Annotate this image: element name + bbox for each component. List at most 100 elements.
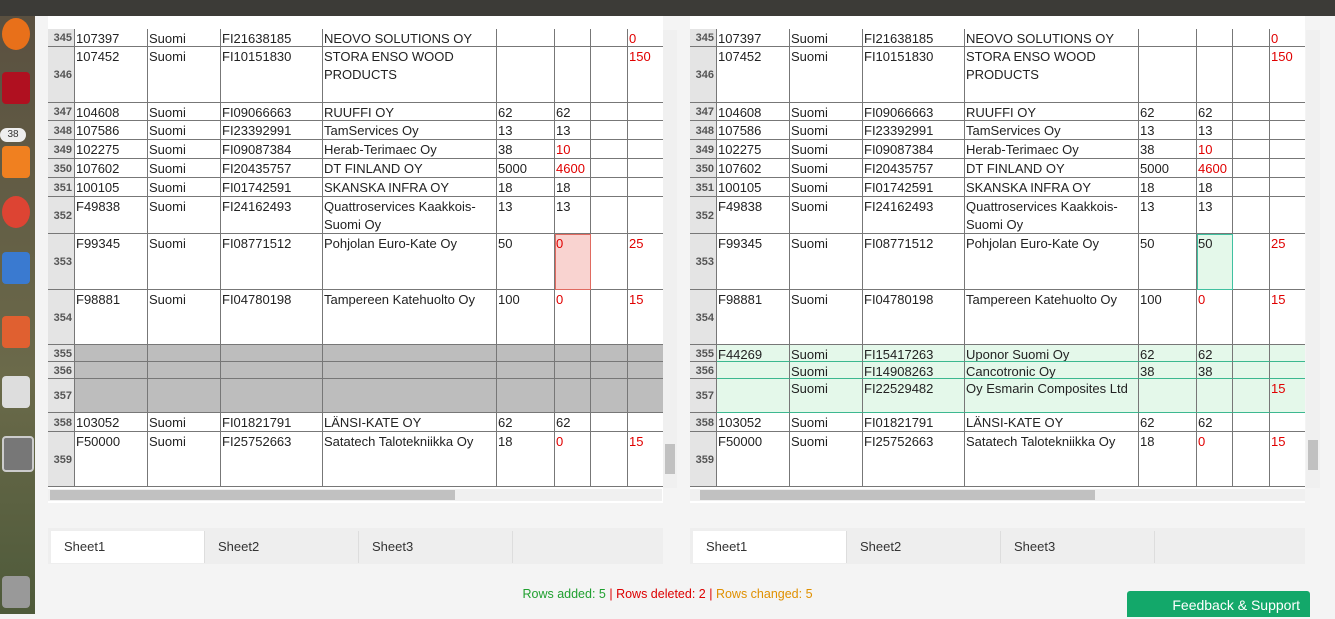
cell[interactable]: 10 xyxy=(555,140,591,159)
cell[interactable] xyxy=(1270,345,1305,362)
app-icon[interactable] xyxy=(2,316,30,348)
cell[interactable]: DT FINLAND OY xyxy=(965,159,1139,178)
cell[interactable]: TamServices Oy xyxy=(965,121,1139,140)
cell[interactable]: 18 xyxy=(497,178,555,197)
cell[interactable]: Satatech Talotekniikka Oy xyxy=(965,432,1139,487)
cell[interactable] xyxy=(148,379,221,413)
cell[interactable]: FI20435757 xyxy=(221,159,323,178)
cell[interactable] xyxy=(1197,47,1233,103)
cell[interactable] xyxy=(591,140,628,159)
cell[interactable]: FI25752663 xyxy=(221,432,323,487)
cell[interactable]: 62 xyxy=(1197,103,1233,121)
cell[interactable]: LÄNSI-KATE OY xyxy=(965,413,1139,432)
cell[interactable] xyxy=(591,345,628,362)
cell[interactable] xyxy=(323,345,497,362)
cell[interactable]: FI21638185 xyxy=(863,29,965,47)
cell[interactable] xyxy=(717,362,790,379)
cell[interactable] xyxy=(1270,178,1305,197)
cell[interactable]: 13 xyxy=(497,121,555,140)
cell[interactable]: 18 xyxy=(1139,178,1197,197)
cell[interactable] xyxy=(75,345,148,362)
cell[interactable]: Suomi xyxy=(148,178,221,197)
cell[interactable] xyxy=(591,47,628,103)
cell[interactable]: Suomi xyxy=(148,197,221,234)
cell[interactable]: 15 xyxy=(1270,379,1305,413)
cell[interactable]: Suomi xyxy=(790,234,863,290)
cell[interactable]: 102275 xyxy=(717,140,790,159)
cell[interactable]: Suomi xyxy=(790,159,863,178)
cell[interactable]: 107397 xyxy=(717,29,790,47)
cell[interactable] xyxy=(628,362,663,379)
cell[interactable]: 62 xyxy=(555,103,591,121)
editor-icon[interactable] xyxy=(2,376,30,408)
cell[interactable]: Tampereen Katehuolto Oy xyxy=(323,290,497,345)
cell[interactable]: F98881 xyxy=(717,290,790,345)
cell[interactable]: 103052 xyxy=(717,413,790,432)
cell[interactable]: FI21638185 xyxy=(221,29,323,47)
cell[interactable] xyxy=(1270,362,1305,379)
cell[interactable] xyxy=(591,178,628,197)
cell[interactable] xyxy=(1233,140,1270,159)
cell[interactable] xyxy=(591,103,628,121)
cell[interactable]: Suomi xyxy=(790,413,863,432)
cell[interactable]: FI23392991 xyxy=(221,121,323,140)
cell[interactable] xyxy=(628,413,663,432)
cell[interactable]: Suomi xyxy=(148,121,221,140)
cell[interactable]: 38 xyxy=(497,140,555,159)
cell[interactable]: F50000 xyxy=(75,432,148,487)
cell[interactable]: 107452 xyxy=(717,47,790,103)
cell[interactable]: Suomi xyxy=(790,197,863,234)
cell[interactable]: Suomi xyxy=(790,47,863,103)
cell[interactable]: FI24162493 xyxy=(221,197,323,234)
cell[interactable]: 100105 xyxy=(75,178,148,197)
cell[interactable]: F99345 xyxy=(717,234,790,290)
sheet-tab[interactable]: Sheet1 xyxy=(693,531,847,563)
cell[interactable]: 38 xyxy=(1139,140,1197,159)
cell[interactable]: 100 xyxy=(497,290,555,345)
cell[interactable]: 13 xyxy=(1139,121,1197,140)
cell[interactable] xyxy=(628,197,663,234)
cell[interactable]: 13 xyxy=(1197,197,1233,234)
cell[interactable]: Suomi xyxy=(790,345,863,362)
cell[interactable] xyxy=(221,362,323,379)
cell[interactable]: 38 xyxy=(1197,362,1233,379)
sheet-tab[interactable]: Sheet2 xyxy=(205,531,359,563)
cell[interactable] xyxy=(1270,140,1305,159)
cell[interactable] xyxy=(555,362,591,379)
cell[interactable]: NEOVO SOLUTIONS OY xyxy=(323,29,497,47)
cell[interactable]: 38 xyxy=(1139,362,1197,379)
cell[interactable] xyxy=(323,379,497,413)
cell[interactable] xyxy=(628,178,663,197)
cell[interactable]: STORA ENSO WOOD PRODUCTS xyxy=(965,47,1139,103)
cell[interactable]: 62 xyxy=(555,413,591,432)
cell[interactable] xyxy=(1197,379,1233,413)
cell[interactable]: RUUFFI OY xyxy=(965,103,1139,121)
cell[interactable]: FI01742591 xyxy=(863,178,965,197)
cell[interactable]: 13 xyxy=(1197,121,1233,140)
cell[interactable] xyxy=(555,29,591,47)
cell[interactable]: Suomi xyxy=(790,178,863,197)
sheet-tab[interactable]: Sheet3 xyxy=(359,531,513,563)
cell[interactable] xyxy=(148,345,221,362)
cell[interactable]: Suomi xyxy=(148,103,221,121)
cell[interactable]: F98881 xyxy=(75,290,148,345)
cell[interactable]: Herab-Terimaec Oy xyxy=(965,140,1139,159)
cell[interactable]: STORA ENSO WOOD PRODUCTS xyxy=(323,47,497,103)
cell[interactable]: 150 xyxy=(628,47,663,103)
cell[interactable] xyxy=(591,159,628,178)
cell[interactable]: Suomi xyxy=(148,432,221,487)
cell[interactable] xyxy=(628,140,663,159)
doc-icon[interactable] xyxy=(2,252,30,284)
cell[interactable]: 25 xyxy=(1270,234,1305,290)
cell[interactable]: 107586 xyxy=(717,121,790,140)
cell[interactable] xyxy=(1233,29,1270,47)
cell[interactable] xyxy=(1233,47,1270,103)
cell[interactable]: Suomi xyxy=(148,29,221,47)
cell[interactable]: 107602 xyxy=(75,159,148,178)
cell[interactable]: FI01742591 xyxy=(221,178,323,197)
cell[interactable]: 100 xyxy=(1139,290,1197,345)
update-icon[interactable] xyxy=(2,146,30,178)
cell[interactable]: Suomi xyxy=(790,290,863,345)
cell[interactable]: DT FINLAND OY xyxy=(323,159,497,178)
cell[interactable]: FI10151830 xyxy=(863,47,965,103)
